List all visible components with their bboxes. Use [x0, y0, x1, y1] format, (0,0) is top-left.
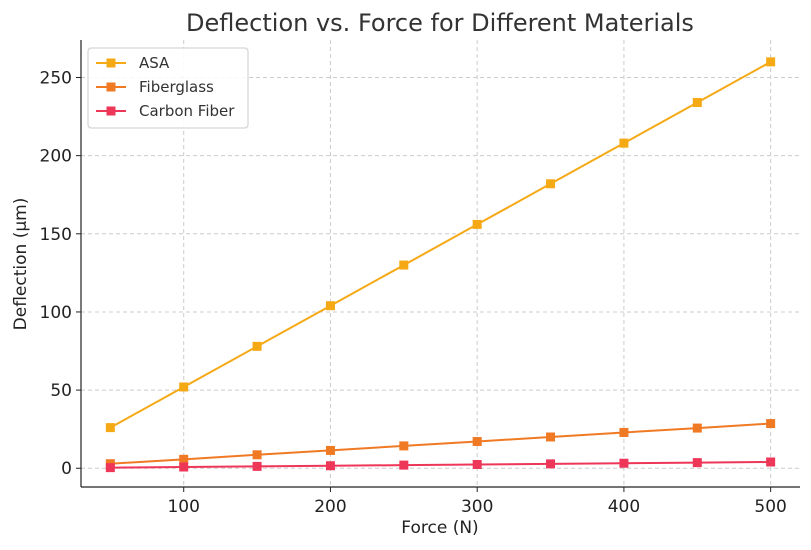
data-point — [692, 423, 702, 433]
data-point — [766, 419, 776, 429]
legend-marker — [106, 58, 116, 68]
plot-series — [105, 57, 776, 473]
data-point — [252, 461, 262, 471]
data-point — [472, 459, 482, 469]
x-tick-label: 100 — [167, 497, 199, 517]
legend-label: ASA — [139, 54, 170, 72]
y-tick-label: 50 — [50, 381, 72, 401]
data-point — [399, 460, 409, 470]
legend-item: Fiberglass — [96, 78, 214, 96]
data-point — [619, 138, 629, 148]
data-point — [619, 427, 629, 437]
x-tick-label: 500 — [754, 497, 786, 517]
legend-marker — [106, 82, 116, 92]
y-tick-label: 100 — [40, 303, 72, 323]
data-point — [619, 458, 629, 468]
x-tick-label: 300 — [461, 497, 493, 517]
series-asa — [105, 57, 776, 433]
chart-title: Deflection vs. Force for Different Mater… — [186, 9, 694, 37]
data-point — [325, 461, 335, 471]
legend-box — [87, 47, 249, 129]
data-point — [179, 454, 189, 464]
data-point — [325, 445, 335, 455]
y-tick-label: 250 — [40, 69, 72, 89]
data-point — [105, 463, 115, 473]
legend-label: Fiberglass — [139, 78, 214, 96]
y-tick-label: 150 — [40, 225, 72, 245]
data-point — [546, 179, 556, 189]
data-point — [546, 459, 556, 469]
data-point — [399, 260, 409, 270]
data-point — [546, 432, 556, 442]
data-point — [472, 437, 482, 447]
series-line — [110, 460, 771, 469]
data-point — [692, 458, 702, 468]
series-fiberglass — [105, 419, 776, 469]
y-axis-label: Deflection (µm) — [11, 198, 31, 331]
legend-label: Carbon Fiber — [139, 102, 235, 120]
series-carbon-fiber — [105, 457, 776, 473]
data-point — [105, 423, 115, 433]
data-point — [252, 450, 262, 460]
legend: ASA Fiberglass Carbon Fiber — [87, 47, 249, 129]
legend-item: ASA — [96, 54, 170, 72]
data-point — [179, 462, 189, 472]
data-point — [472, 219, 482, 229]
x-axis-ticks: 100 200 300 400 500 — [167, 487, 787, 517]
data-point — [325, 301, 335, 311]
x-axis-label: Force (N) — [401, 518, 478, 538]
y-tick-label: 200 — [40, 147, 72, 167]
data-point — [692, 98, 702, 108]
data-point — [252, 341, 262, 351]
data-point — [766, 57, 776, 67]
data-point — [766, 457, 776, 467]
data-point — [179, 382, 189, 392]
axes-frame — [80, 40, 800, 488]
y-tick-label: 0 — [61, 459, 72, 479]
y-axis-ticks: 0 50 100 150 200 250 — [40, 69, 81, 479]
x-tick-label: 400 — [608, 497, 640, 517]
x-tick-label: 200 — [314, 497, 346, 517]
legend-marker — [106, 106, 116, 116]
series-line — [110, 422, 771, 465]
legend-item: Carbon Fiber — [96, 102, 235, 120]
data-point — [399, 441, 409, 451]
series-line — [109, 61, 772, 429]
